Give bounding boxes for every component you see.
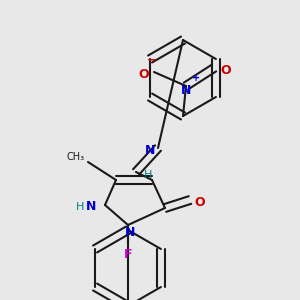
Text: −: − bbox=[147, 53, 157, 67]
Text: +: + bbox=[192, 73, 200, 83]
Text: O: O bbox=[195, 196, 205, 208]
Text: N: N bbox=[181, 85, 191, 98]
Text: CH₃: CH₃ bbox=[67, 152, 85, 162]
Text: N: N bbox=[125, 226, 135, 239]
Text: N: N bbox=[86, 200, 96, 214]
Text: H: H bbox=[76, 202, 84, 212]
Text: O: O bbox=[221, 64, 231, 77]
Text: O: O bbox=[139, 68, 149, 82]
Text: F: F bbox=[124, 248, 132, 260]
Text: N: N bbox=[145, 143, 155, 157]
Text: H: H bbox=[144, 170, 152, 180]
